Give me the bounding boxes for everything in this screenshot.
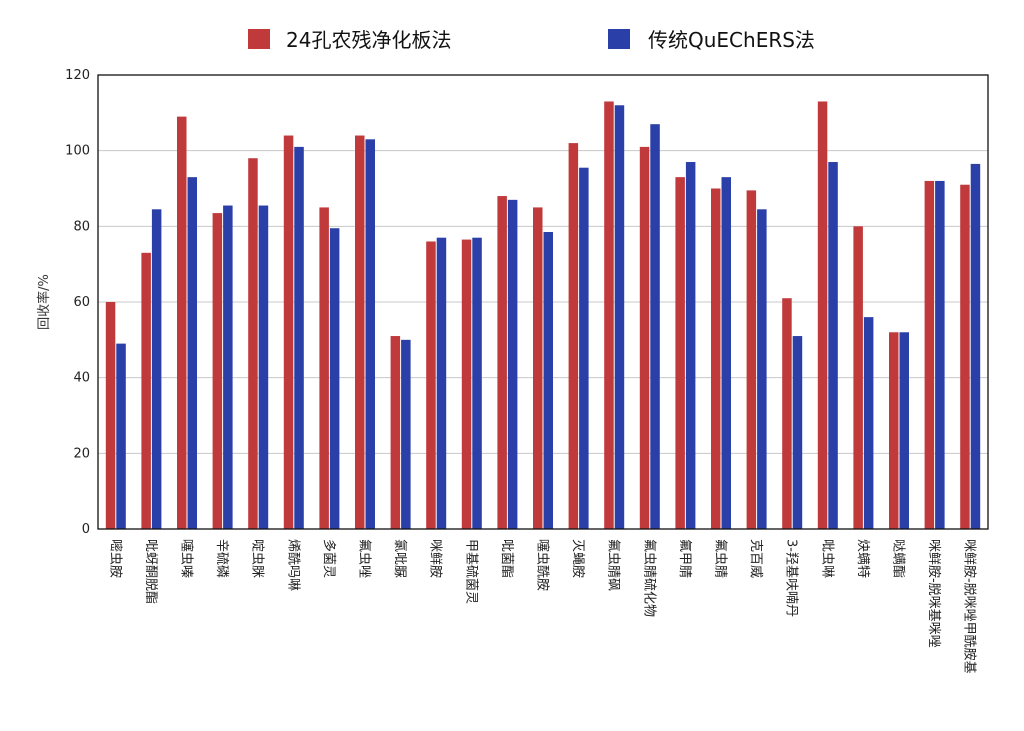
x-category-label: 噻虫嗪 bbox=[178, 539, 194, 578]
y-tick-label: 20 bbox=[73, 446, 90, 461]
x-category-label: 克百威 bbox=[748, 539, 763, 578]
bar-series-1 bbox=[746, 190, 757, 529]
y-tick-label: 0 bbox=[82, 522, 90, 537]
plot-frame bbox=[97, 74, 989, 530]
x-category-label: 吡虫啉 bbox=[819, 539, 834, 578]
y-axis-label: 回收率/% bbox=[36, 274, 52, 330]
bar-series-1 bbox=[533, 207, 543, 529]
legend-swatch-series-2 bbox=[608, 29, 630, 49]
x-category-label: 氟虫腈砜 bbox=[606, 539, 621, 591]
bar-series-2 bbox=[187, 177, 197, 529]
bar-series-1 bbox=[675, 177, 685, 529]
x-category-label: 炔螨特 bbox=[855, 539, 870, 578]
bar-series-1 bbox=[639, 146, 650, 529]
x-category-label: 啶虫脒 bbox=[250, 539, 265, 578]
bar-series-2 bbox=[258, 205, 269, 529]
bar-series-1 bbox=[568, 143, 579, 529]
bar-series-1 bbox=[889, 332, 899, 529]
x-category-label: 吡菌酯 bbox=[499, 539, 514, 578]
bar-series-1 bbox=[461, 239, 472, 529]
bar-series-2 bbox=[970, 163, 981, 530]
bar-series-2 bbox=[935, 180, 945, 529]
bar-series-2 bbox=[650, 124, 660, 529]
x-category-label: 氟甲腈 bbox=[677, 539, 692, 578]
x-category-label: 氟虫唑 bbox=[356, 539, 372, 578]
y-tick-label: 60 bbox=[73, 295, 90, 310]
x-axis-category-labels: 嘧虫胺 吡蚜酮脱酯 噻虫嗪 辛硫磷 啶虫脒 烯酰吗啉 多菌灵 氟虫唑 氯吡脲 咪鲜胺 甲基硫菌灵 吡菌… bbox=[107, 539, 977, 674]
y-tick-label: 100 bbox=[65, 144, 90, 159]
bar-series-2 bbox=[721, 177, 731, 529]
x-category-label: 嘧虫胺 bbox=[107, 539, 122, 578]
legend-label-series-2: 传统QuEChERS法 bbox=[648, 28, 815, 52]
bar-series-2 bbox=[472, 237, 482, 529]
bar-series-2 bbox=[863, 317, 874, 529]
bar-series-2 bbox=[899, 332, 909, 529]
x-category-label: 灭蝇胺 bbox=[570, 539, 585, 578]
legend: 24孔农残净化板法 传统QuEChERS法 bbox=[248, 28, 815, 52]
legend-swatch-series-1 bbox=[248, 29, 270, 49]
bar-series-1 bbox=[355, 135, 365, 530]
x-category-label: 氟虫腈 bbox=[712, 539, 727, 578]
bar-series-2 bbox=[685, 162, 696, 529]
y-tick-label: 80 bbox=[73, 219, 90, 234]
bar-series-2 bbox=[365, 139, 375, 530]
bar-series-1 bbox=[497, 196, 507, 530]
bar-series-1 bbox=[141, 252, 151, 530]
bar-series-1 bbox=[248, 158, 258, 529]
bar-series-2 bbox=[294, 146, 304, 529]
bar-series-1 bbox=[711, 188, 721, 529]
bar-series-2 bbox=[401, 339, 411, 529]
bar-series-1 bbox=[212, 213, 223, 529]
bar-series-1 bbox=[960, 184, 970, 529]
x-category-label: 烯酰吗啉 bbox=[285, 539, 300, 591]
x-category-label: 咪鲜胺-脱咪基咪唑 bbox=[926, 539, 942, 648]
x-category-label: 甲基硫菌灵 bbox=[463, 539, 478, 604]
y-tick-label: 40 bbox=[73, 371, 90, 386]
bar-series-1 bbox=[782, 298, 792, 529]
bar-series-2 bbox=[151, 209, 162, 529]
x-category-label: 多菌灵 bbox=[321, 539, 337, 578]
bar-series-1 bbox=[426, 241, 436, 529]
bar-series-2 bbox=[828, 162, 838, 529]
gridlines bbox=[98, 150, 988, 454]
bar-series-2 bbox=[507, 199, 518, 529]
bar-series-1 bbox=[105, 302, 116, 529]
bars bbox=[105, 101, 981, 530]
bar-series-1 bbox=[319, 207, 329, 529]
x-category-label: 辛硫磷 bbox=[214, 539, 229, 578]
bar-series-2 bbox=[436, 237, 447, 529]
x-category-label: 咪鲜胺 bbox=[428, 539, 443, 578]
bar-series-1 bbox=[283, 135, 294, 530]
x-category-label: 哒螨酯 bbox=[890, 539, 906, 578]
bar-series-2 bbox=[792, 336, 803, 529]
bar-series-1 bbox=[853, 226, 863, 530]
y-axis-ticks: 0 20 40 60 80 100 120 bbox=[65, 68, 90, 537]
x-category-label: 噻虫酰胺 bbox=[534, 539, 550, 591]
bar-series-2 bbox=[614, 105, 625, 530]
bar-series-2 bbox=[223, 205, 233, 529]
bar-series-1 bbox=[924, 180, 935, 529]
x-category-label: 吡蚜酮脱酯 bbox=[143, 539, 158, 604]
x-category-label: 氟虫腈硫化物 bbox=[641, 539, 656, 617]
x-category-label: 咪鲜胺-脱咪唑甲酰胺基 bbox=[962, 539, 978, 674]
bar-series-2 bbox=[329, 228, 340, 529]
legend-label-series-1: 24孔农残净化板法 bbox=[286, 28, 451, 52]
bar-series-2 bbox=[116, 343, 126, 529]
bar-series-2 bbox=[543, 232, 553, 529]
bar-series-1 bbox=[604, 101, 614, 529]
x-category-label: 氯吡脲 bbox=[392, 539, 407, 578]
x-category-label: 3-羟基呋喃丹 bbox=[784, 539, 799, 617]
y-tick-label: 120 bbox=[65, 68, 90, 83]
bar-series-2 bbox=[757, 209, 767, 529]
bar-series-1 bbox=[817, 101, 828, 529]
bar-series-1 bbox=[177, 116, 187, 529]
bar-series-2 bbox=[579, 167, 589, 530]
bar-series-1 bbox=[390, 336, 401, 529]
